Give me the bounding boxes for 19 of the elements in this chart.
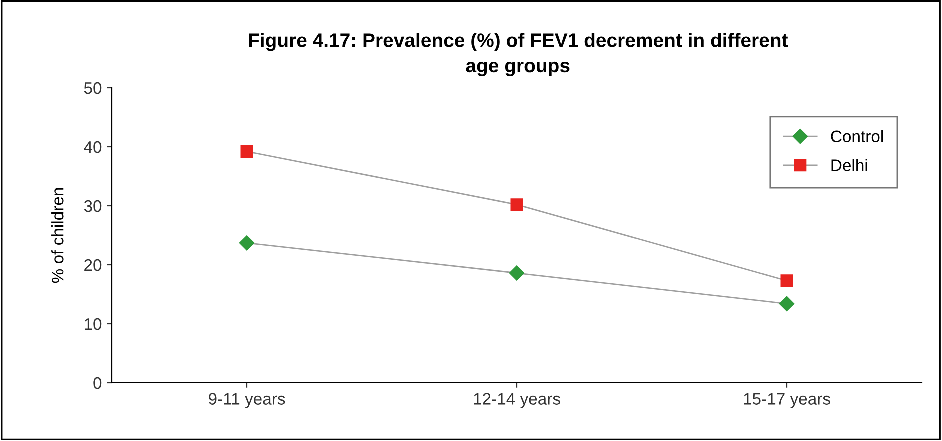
point bbox=[240, 145, 254, 158]
y-tick-label: 40 bbox=[84, 141, 102, 154]
y-axis-title: % of children bbox=[52, 188, 64, 284]
y-tick-label: 0 bbox=[94, 377, 102, 390]
x-tick-label: 12-14 years bbox=[474, 393, 560, 408]
point bbox=[239, 236, 255, 251]
y-tick-label: 50 bbox=[84, 82, 102, 94]
y-tick-label: 30 bbox=[84, 200, 102, 212]
x-tick-label: 9-11 years bbox=[209, 393, 286, 408]
point bbox=[779, 296, 795, 312]
y-tick-label: 10 bbox=[85, 318, 102, 330]
point bbox=[510, 198, 524, 212]
legend-label: Control bbox=[831, 130, 884, 143]
y-tick-label: 20 bbox=[84, 259, 102, 272]
legend-label: Delhi bbox=[832, 159, 868, 172]
point bbox=[780, 274, 794, 288]
chart-title: Figure 4.17: Prevalence (%) of FEV1 decrement in different age groups bbox=[249, 33, 788, 77]
point bbox=[509, 266, 525, 281]
x-tick-label: 15-17 years bbox=[744, 393, 830, 408]
